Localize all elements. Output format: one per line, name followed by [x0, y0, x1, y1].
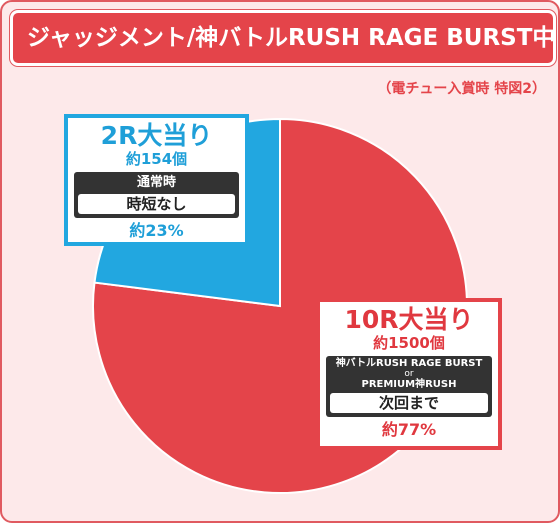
label-10r-percent: 約77%	[381, 420, 437, 439]
label-2r-percent: 約23%	[129, 221, 184, 240]
label-10r: 10R大当り 約1500個 神バトルRUSH RAGE BURST or PRE…	[316, 298, 502, 450]
label-10r-mode-or: or	[404, 369, 414, 379]
label-10r-count: 約1500個	[373, 334, 445, 352]
label-2r-mode-title: 通常時	[136, 175, 176, 190]
label-2r-mode: 通常時 時短なし	[74, 172, 239, 218]
label-10r-mode: 神バトルRUSH RAGE BURST or PREMIUM神RUSH 次回まで	[326, 356, 492, 417]
label-10r-head: 10R大当り	[344, 305, 474, 334]
label-10r-mode-title-2: PREMIUM神RUSH	[361, 379, 457, 390]
label-2r: 2R大当り 約154個 通常時 時短なし 約23%	[64, 114, 249, 246]
label-2r-mode-value: 時短なし	[78, 194, 235, 214]
chart-note: （電チュー入賞時 特図2）	[377, 81, 546, 97]
label-2r-count: 約154個	[125, 150, 188, 168]
label-10r-mode-title-1: 神バトルRUSH RAGE BURST	[335, 358, 483, 369]
label-2r-head: 2R大当り	[100, 121, 213, 150]
label-10r-mode-value: 次回まで	[330, 393, 488, 413]
chart-title: ジャッジメント/神バトルRUSH RAGE BURST中	[10, 10, 556, 66]
